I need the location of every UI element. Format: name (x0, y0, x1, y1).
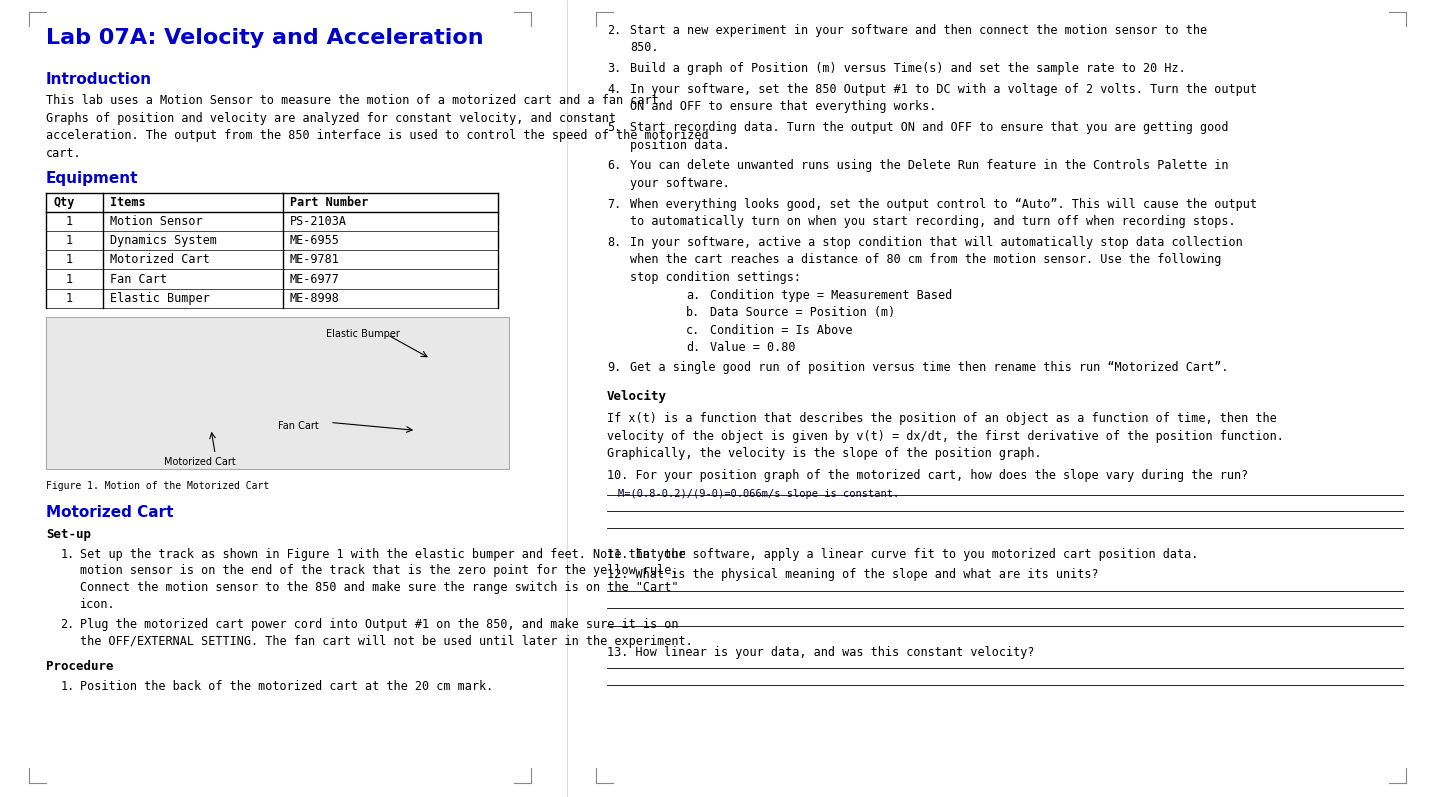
Text: In your software, active a stop condition that will automatically stop data coll: In your software, active a stop conditio… (630, 236, 1243, 249)
Text: your software.: your software. (630, 177, 730, 190)
Text: Dynamics System: Dynamics System (110, 234, 217, 247)
Text: 9.: 9. (607, 361, 621, 374)
Text: Equipment: Equipment (46, 171, 138, 186)
Text: when the cart reaches a distance of 80 cm from the motion sensor. Use the follow: when the cart reaches a distance of 80 c… (630, 253, 1221, 266)
Text: 12. What is the physical meaning of the slope and what are its units?: 12. What is the physical meaning of the … (607, 568, 1099, 581)
Text: 11. In your software, apply a linear curve fit to you motorized cart position da: 11. In your software, apply a linear cur… (607, 548, 1198, 561)
Text: 1.: 1. (60, 680, 75, 693)
Text: Items: Items (110, 196, 146, 209)
Text: Start a new experiment in your software and then connect the motion sensor to th: Start a new experiment in your software … (630, 24, 1207, 37)
Text: 3.: 3. (607, 62, 621, 75)
Text: acceleration. The output from the 850 interface is used to control the speed of : acceleration. The output from the 850 in… (46, 129, 709, 142)
Text: the OFF/EXTERNAL SETTING. The fan cart will not be used until later in the exper: the OFF/EXTERNAL SETTING. The fan cart w… (80, 635, 693, 648)
Text: 1: 1 (66, 273, 73, 285)
Text: Qty: Qty (53, 196, 75, 209)
Text: Lab 07A: Velocity and Acceleration: Lab 07A: Velocity and Acceleration (46, 28, 484, 48)
Text: Condition type = Measurement Based: Condition type = Measurement Based (710, 289, 953, 301)
Text: In your software, set the 850 Output #1 to DC with a voltage of 2 volts. Turn th: In your software, set the 850 Output #1 … (630, 83, 1257, 96)
Text: icon.: icon. (80, 598, 116, 611)
Text: 1.: 1. (60, 548, 75, 560)
Text: Part Number: Part Number (290, 196, 369, 209)
Text: Procedure: Procedure (46, 660, 113, 673)
Text: 850.: 850. (630, 41, 659, 54)
Text: Value = 0.80: Value = 0.80 (710, 341, 796, 354)
Text: M=(0.8-0.2)/(9-0)=0.066m/s slope is constant.: M=(0.8-0.2)/(9-0)=0.066m/s slope is cons… (618, 489, 900, 500)
Text: ON and OFF to ensure that everything works.: ON and OFF to ensure that everything wor… (630, 100, 937, 113)
FancyBboxPatch shape (46, 317, 509, 469)
Text: Motorized Cart: Motorized Cart (110, 253, 211, 266)
Text: Set-up: Set-up (46, 528, 90, 540)
Text: d.: d. (686, 341, 700, 354)
Text: 5.: 5. (607, 121, 621, 134)
Text: ME-6977: ME-6977 (290, 273, 340, 285)
Text: If x(t) is a function that describes the position of an object as a function of : If x(t) is a function that describes the… (607, 412, 1277, 425)
Text: 7.: 7. (607, 198, 621, 210)
Text: Introduction: Introduction (46, 72, 152, 87)
Text: Motorized Cart: Motorized Cart (46, 505, 174, 520)
Text: 1: 1 (66, 253, 73, 266)
Text: 1: 1 (66, 234, 73, 247)
Text: a.: a. (686, 289, 700, 301)
Text: Elastic Bumper: Elastic Bumper (110, 292, 211, 304)
Text: Build a graph of Position (m) versus Time(s) and set the sample rate to 20 Hz.: Build a graph of Position (m) versus Tim… (630, 62, 1185, 75)
Text: 1: 1 (66, 215, 73, 228)
Text: position data.: position data. (630, 139, 730, 151)
Text: Motorized Cart: Motorized Cart (164, 457, 235, 468)
Text: 13. How linear is your data, and was this constant velocity?: 13. How linear is your data, and was thi… (607, 646, 1035, 658)
Text: ME-9781: ME-9781 (290, 253, 340, 266)
Text: b.: b. (686, 306, 700, 319)
Text: cart.: cart. (46, 147, 82, 159)
Text: Set up the track as shown in Figure 1 with the elastic bumper and feet. Note tha: Set up the track as shown in Figure 1 wi… (80, 548, 686, 560)
Text: ME-8998: ME-8998 (290, 292, 340, 304)
Text: Figure 1. Motion of the Motorized Cart: Figure 1. Motion of the Motorized Cart (46, 481, 270, 492)
Text: Position the back of the motorized cart at the 20 cm mark.: Position the back of the motorized cart … (80, 680, 494, 693)
Text: 2.: 2. (607, 24, 621, 37)
Text: Plug the motorized cart power cord into Output #1 on the 850, and make sure it i: Plug the motorized cart power cord into … (80, 618, 679, 631)
Text: 10. For your position graph of the motorized cart, how does the slope vary durin: 10. For your position graph of the motor… (607, 469, 1248, 482)
Text: This lab uses a Motion Sensor to measure the motion of a motorized cart and a fa: This lab uses a Motion Sensor to measure… (46, 94, 666, 107)
Text: 4.: 4. (607, 83, 621, 96)
Text: Fan Cart: Fan Cart (110, 273, 168, 285)
Text: to automatically turn on when you start recording, and turn off when recording s: to automatically turn on when you start … (630, 215, 1236, 228)
Text: When everything looks good, set the output control to “Auto”. This will cause th: When everything looks good, set the outp… (630, 198, 1257, 210)
Text: Motion Sensor: Motion Sensor (110, 215, 204, 228)
Text: ME-6955: ME-6955 (290, 234, 340, 247)
Text: Elastic Bumper: Elastic Bumper (326, 329, 399, 340)
Text: Fan Cart: Fan Cart (278, 421, 319, 431)
Text: motion sensor is on the end of the track that is the zero point for the yellow r: motion sensor is on the end of the track… (80, 564, 679, 577)
Text: You can delete unwanted runs using the Delete Run feature in the Controls Palett: You can delete unwanted runs using the D… (630, 159, 1228, 172)
Text: 6.: 6. (607, 159, 621, 172)
Text: Get a single good run of position versus time then rename this run “Motorized Ca: Get a single good run of position versus… (630, 361, 1228, 374)
Text: Velocity: Velocity (607, 390, 667, 402)
Text: Graphs of position and velocity are analyzed for constant velocity, and constant: Graphs of position and velocity are anal… (46, 112, 616, 124)
Text: 1: 1 (66, 292, 73, 304)
Text: 8.: 8. (607, 236, 621, 249)
Text: stop condition settings:: stop condition settings: (630, 271, 801, 284)
Text: Start recording data. Turn the output ON and OFF to ensure that you are getting : Start recording data. Turn the output ON… (630, 121, 1228, 134)
Text: c.: c. (686, 324, 700, 336)
Text: Connect the motion sensor to the 850 and make sure the range switch is on the "C: Connect the motion sensor to the 850 and… (80, 581, 679, 594)
Text: Condition = Is Above: Condition = Is Above (710, 324, 852, 336)
Text: 2.: 2. (60, 618, 75, 631)
Text: velocity of the object is given by v(t) = dx/dt, the first derivative of the pos: velocity of the object is given by v(t) … (607, 430, 1284, 442)
Text: PS-2103A: PS-2103A (290, 215, 347, 228)
Text: Data Source = Position (m): Data Source = Position (m) (710, 306, 895, 319)
Text: Graphically, the velocity is the slope of the position graph.: Graphically, the velocity is the slope o… (607, 447, 1042, 460)
